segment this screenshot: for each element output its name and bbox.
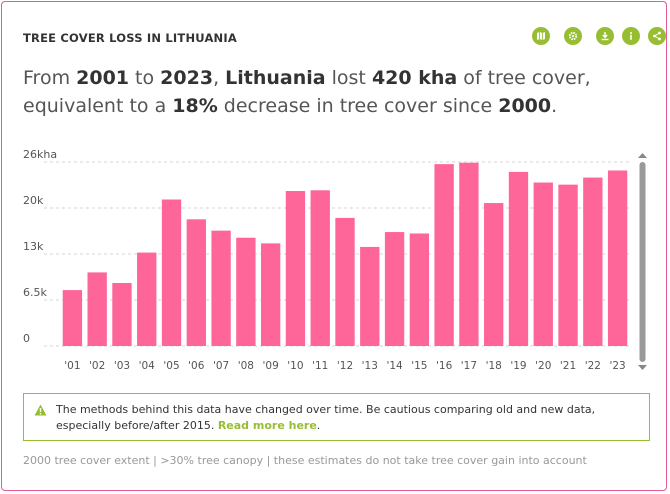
x-tick-label: '23 [609,360,625,372]
info-button[interactable] [622,27,640,45]
y-tick-label: 13k [23,240,44,253]
download-button[interactable] [596,27,614,45]
bar-13[interactable] [360,246,380,346]
bar-01[interactable] [62,290,83,346]
x-tick-label: '13 [362,360,378,372]
scroll-up-arrow[interactable] [638,153,647,158]
share-button[interactable] [648,27,666,45]
country-name: Lithuania [225,67,326,89]
x-tick-label: '08 [238,360,254,372]
x-tick-label: '12 [337,360,353,372]
chart-bars [62,162,628,346]
x-tick-label: '17 [461,360,477,372]
bar-02[interactable] [87,272,107,346]
x-tick-label: '09 [263,360,279,372]
read-more-link[interactable]: Read more here [217,419,317,432]
bar-15[interactable] [409,233,430,346]
bar-16[interactable] [434,164,454,346]
y-tick-label: 6.5k [23,286,47,299]
bar-20[interactable] [533,182,553,346]
warning-icon [34,404,47,416]
x-tick-label: '06 [188,360,205,372]
map-button[interactable] [532,27,550,45]
footnote: 2000 tree cover extent | >30% tree canop… [23,454,587,467]
x-tick-label: '15 [411,360,427,372]
end-year: 2023 [160,67,214,89]
start-year: 2001 [76,67,130,89]
bar-12[interactable] [335,217,355,346]
methods-notice: The methods behind this data have change… [23,393,650,441]
x-tick-label: '19 [510,360,526,372]
download-icon [601,32,609,41]
x-tick-label: '11 [312,360,328,372]
x-tick-label: '01 [64,360,80,372]
bar-10[interactable] [285,191,306,346]
bar-22[interactable] [583,177,603,346]
bar-14[interactable] [384,232,405,346]
bar-05[interactable] [161,199,182,346]
notice-text: The methods behind this data have change… [56,403,596,432]
bar-04[interactable] [137,252,157,346]
y-axis-ticks: 0 6.5k 13k 20k 26kha [23,148,57,345]
x-tick-label: '16 [436,360,453,372]
widget-toolbar [532,27,670,45]
bar-21[interactable] [558,184,578,346]
x-tick-label: '05 [163,360,179,372]
x-axis-ticks: '01 '02 '03 '04 '05 '06 '07 '08 '09 '10 '11 '12 '13 '… [64,360,625,372]
x-tick-label: '04 [139,360,156,372]
x-tick-label: '22 [585,360,601,372]
bar-03[interactable] [112,283,132,346]
x-tick-label: '21 [560,360,576,372]
summary-sentence: From 2001 to 2023, Lithuania lost 420 kh… [23,67,591,117]
bar-07[interactable] [211,230,231,346]
x-tick-label: '14 [386,360,403,372]
widget-title: TREE COVER LOSS IN LITHUANIA [23,31,237,45]
y-tick-label: 26kha [23,148,57,161]
bar-23[interactable] [607,170,628,346]
share-icon [653,31,661,41]
y-tick-label: 20k [23,194,44,207]
bar-11[interactable] [310,190,330,346]
bar-17[interactable] [459,162,479,346]
bar-08[interactable] [236,237,256,346]
x-tick-label: '10 [287,360,303,372]
loss-percent: 18% [172,95,218,117]
info-icon [630,32,632,40]
x-tick-label: '02 [89,360,105,372]
settings-button[interactable] [564,27,582,45]
x-tick-label: '03 [114,360,130,372]
x-tick-label: '18 [486,360,502,372]
loss-amount: 420 kha [371,67,458,89]
bar-09[interactable] [260,243,281,346]
y-tick-label: 0 [23,332,30,345]
scroll-down-arrow[interactable] [638,365,647,370]
chart-scrollbar[interactable] [638,153,647,370]
settings-icon [568,31,578,41]
scroll-thumb[interactable] [639,162,646,362]
map-icon [537,32,545,40]
x-tick-label: '07 [213,360,229,372]
bar-19[interactable] [508,171,529,346]
baseline-year: 2000 [498,95,552,117]
bar-18[interactable] [484,203,504,346]
bar-06[interactable] [186,219,206,346]
x-tick-label: '20 [535,360,551,372]
